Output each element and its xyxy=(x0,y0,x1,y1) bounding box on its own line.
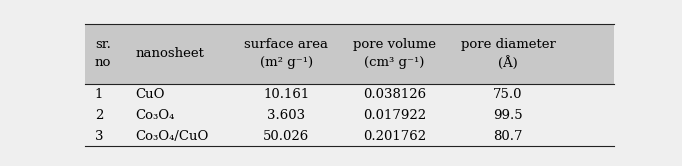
Text: 3.603: 3.603 xyxy=(267,109,305,122)
Text: 2: 2 xyxy=(95,109,103,122)
Text: surface area: surface area xyxy=(244,38,328,51)
Text: 99.5: 99.5 xyxy=(493,109,523,122)
Text: Co₃O₄: Co₃O₄ xyxy=(136,109,175,122)
Text: 0.017922: 0.017922 xyxy=(363,109,426,122)
Text: 80.7: 80.7 xyxy=(493,129,523,143)
Text: 3: 3 xyxy=(95,129,103,143)
Text: 1: 1 xyxy=(95,88,103,101)
Text: Co₃O₄/CuO: Co₃O₄/CuO xyxy=(136,129,209,143)
Text: (cm³ g⁻¹): (cm³ g⁻¹) xyxy=(364,56,425,69)
Text: pore volume: pore volume xyxy=(353,38,436,51)
Text: sr.: sr. xyxy=(95,38,110,51)
Text: 0.201762: 0.201762 xyxy=(363,129,426,143)
Text: 75.0: 75.0 xyxy=(493,88,523,101)
Text: 0.038126: 0.038126 xyxy=(363,88,426,101)
Text: nanosheet: nanosheet xyxy=(136,47,205,60)
Text: (m² g⁻¹): (m² g⁻¹) xyxy=(260,56,312,69)
Text: CuO: CuO xyxy=(136,88,165,101)
Text: no: no xyxy=(95,56,111,69)
Bar xyxy=(85,24,614,84)
Text: pore diameter: pore diameter xyxy=(460,38,556,51)
Text: 50.026: 50.026 xyxy=(263,129,309,143)
Text: 10.161: 10.161 xyxy=(263,88,309,101)
Text: (Å): (Å) xyxy=(499,56,518,70)
